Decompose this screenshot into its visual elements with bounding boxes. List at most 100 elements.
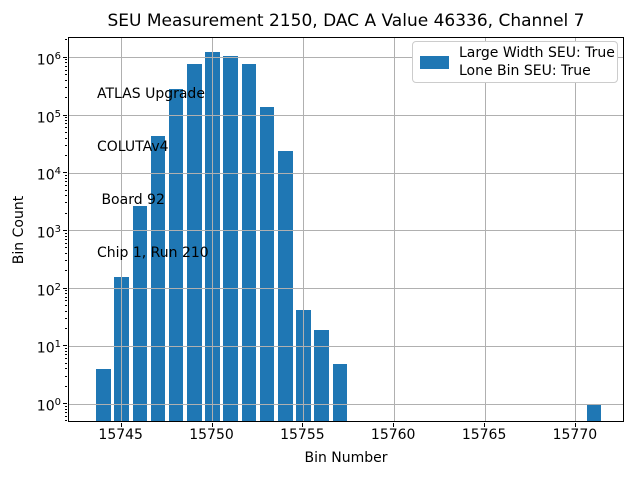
- histogram-bar: [150, 136, 166, 421]
- y-minor-tick: [65, 242, 67, 244]
- x-tick-label: 15770: [552, 427, 598, 443]
- legend-entry: Lone Bin SEU: True: [459, 63, 591, 79]
- y-minor-tick: [65, 296, 67, 298]
- y-gridline: [69, 172, 623, 174]
- histogram-bar: [168, 89, 184, 421]
- y-minor-tick: [65, 354, 67, 356]
- x-tick-label: 15745: [98, 427, 143, 443]
- y-minor-tick: [65, 368, 67, 370]
- y-minor-tick: [65, 317, 67, 319]
- chart-title: SEU Measurement 2150, DAC A Value 46336,…: [107, 11, 585, 31]
- histogram-bar: [586, 404, 602, 421]
- annotation-line: Chip 1, Run 210: [97, 244, 209, 261]
- y-gridline: [69, 115, 623, 116]
- x-tick-label: 15755: [280, 427, 325, 443]
- y-gridline: [69, 403, 623, 405]
- y-minor-tick: [65, 154, 67, 156]
- y-minor-tick: [65, 137, 67, 139]
- x-gridline: [484, 38, 486, 421]
- y-minor-tick: [65, 348, 67, 349]
- y-minor-tick: [65, 86, 67, 88]
- x-tick: [484, 423, 486, 427]
- y-minor-tick: [65, 412, 67, 413]
- y-minor-tick: [65, 270, 67, 272]
- y-minor-tick: [65, 65, 67, 67]
- histogram-bar: [241, 64, 257, 421]
- y-minor-tick: [65, 405, 67, 407]
- y-minor-tick: [65, 235, 67, 237]
- y-minor-tick: [65, 181, 67, 183]
- y-minor-tick: [65, 305, 67, 306]
- x-tick: [574, 423, 576, 427]
- legend-entry: Large Width SEU: True: [459, 44, 615, 61]
- histogram-bar: [132, 206, 148, 421]
- y-minor-tick: [65, 252, 67, 254]
- y-minor-tick: [65, 415, 67, 417]
- histogram-bar: [96, 369, 111, 421]
- y-tick: [63, 56, 67, 58]
- y-minor-tick: [65, 290, 67, 292]
- y-tick-label: 100: [36, 397, 61, 415]
- x-tick-label: 15760: [370, 427, 416, 443]
- y-minor-tick: [65, 131, 67, 133]
- y-tick: [63, 172, 67, 174]
- y-minor-tick: [65, 62, 67, 64]
- histogram-bar: [332, 363, 347, 421]
- histogram-bar: [278, 151, 293, 421]
- y-tick-label: 104: [36, 166, 61, 184]
- y-minor-tick: [65, 127, 67, 129]
- annotation-line: Board 92: [97, 191, 165, 208]
- histogram-bar: [314, 330, 329, 421]
- y-gridline: [69, 288, 623, 290]
- y-minor-tick: [65, 174, 67, 176]
- x-tick: [120, 423, 122, 427]
- y-minor-tick: [65, 39, 67, 41]
- histogram-bar: [187, 63, 202, 421]
- y-minor-tick: [65, 358, 67, 360]
- y-minor-tick: [65, 74, 67, 76]
- x-tick: [211, 423, 213, 427]
- y-minor-tick: [65, 212, 67, 214]
- histogram-bar: [223, 55, 238, 421]
- plot-area: ATLAS Upgrade COLUTAv4 Board 92 Chip 1, …: [68, 37, 624, 422]
- y-tick: [63, 403, 67, 405]
- y-axis-label: Bin Count: [11, 195, 27, 265]
- y-minor-tick: [65, 350, 67, 352]
- y-minor-tick: [65, 144, 67, 146]
- y-minor-tick: [65, 310, 67, 312]
- legend: Large Width SEU: True Lone Bin SEU: True: [412, 41, 618, 83]
- y-minor-tick: [65, 293, 67, 295]
- y-minor-tick: [65, 238, 67, 240]
- x-tick: [393, 423, 395, 427]
- y-minor-tick: [65, 123, 67, 125]
- y-minor-tick: [65, 117, 67, 119]
- y-minor-tick: [65, 97, 67, 99]
- x-tick-label: 15765: [461, 427, 507, 443]
- x-gridline: [393, 38, 395, 421]
- y-gridline: [69, 230, 623, 232]
- annotation-line: ATLAS Upgrade: [97, 86, 205, 103]
- y-minor-tick: [65, 69, 67, 71]
- x-gridline: [575, 38, 577, 421]
- y-minor-tick: [65, 408, 67, 410]
- y-tick-label: 105: [36, 108, 61, 127]
- y-minor-tick: [65, 120, 67, 122]
- y-gridline: [69, 345, 623, 347]
- y-tick-label: 101: [36, 339, 61, 358]
- y-tick: [63, 229, 67, 231]
- annotation-line: COLUTAv4: [97, 138, 169, 155]
- y-tick: [63, 114, 67, 116]
- y-tick: [63, 287, 67, 289]
- y-minor-tick: [65, 300, 67, 302]
- y-tick-label: 102: [36, 281, 61, 300]
- y-tick: [63, 345, 67, 347]
- y-minor-tick: [65, 328, 67, 329]
- legend-labels: Large Width SEU: True Lone Bin SEU: True: [459, 44, 615, 81]
- y-minor-tick: [65, 202, 67, 204]
- y-minor-tick: [65, 375, 67, 377]
- y-minor-tick: [65, 185, 67, 186]
- y-gridline: [69, 57, 623, 59]
- y-minor-tick: [65, 232, 67, 234]
- x-gridline: [302, 38, 304, 421]
